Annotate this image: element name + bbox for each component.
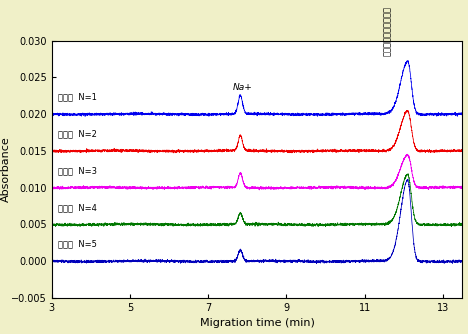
Y-axis label: Absorbance: Absorbance [1, 136, 11, 202]
Text: 洗顔剤  N=1: 洗顔剤 N=1 [58, 93, 96, 102]
X-axis label: Migration time (min): Migration time (min) [200, 318, 314, 328]
Text: 洗顔剤  N=2: 洗顔剤 N=2 [58, 129, 96, 138]
Text: 洗顔剤  N=4: 洗顔剤 N=4 [58, 203, 96, 212]
Text: 洗顔剤  N=5: 洗顔剤 N=5 [58, 240, 96, 249]
Text: Na+: Na+ [233, 83, 252, 92]
Text: トリエタノールアミン: トリエタノールアミン [383, 6, 392, 55]
Text: 洗顔剤  N=3: 洗顔剤 N=3 [58, 166, 97, 175]
